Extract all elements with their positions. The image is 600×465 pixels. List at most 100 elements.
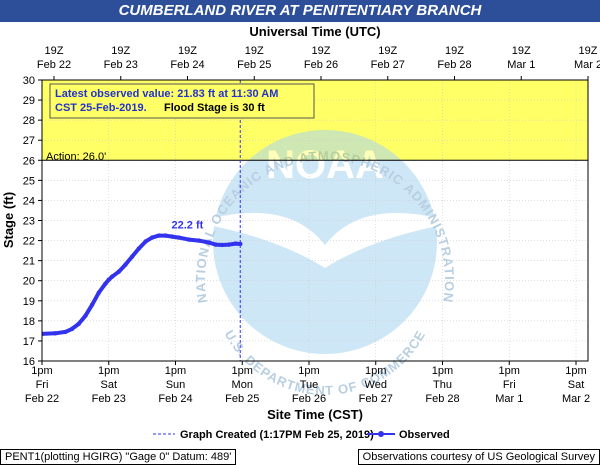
y-tick-label: 19 bbox=[23, 296, 35, 308]
observed-point bbox=[196, 238, 202, 243]
legend-created-label: Graph Created (1:17PM Feb 25, 2019) bbox=[180, 429, 374, 441]
y-tick-label: 23 bbox=[23, 216, 35, 228]
y-tick-label: 18 bbox=[23, 316, 35, 328]
bottom-tick-day: Tue bbox=[300, 379, 319, 391]
bottom-tick-day: Sat bbox=[568, 379, 585, 391]
top-tick-date: Feb 26 bbox=[304, 59, 338, 71]
top-tick-label: 19Z bbox=[312, 45, 331, 57]
bottom-tick-date: Feb 25 bbox=[225, 393, 259, 405]
top-tick-label: 19Z bbox=[111, 45, 130, 57]
y-tick-label: 24 bbox=[23, 195, 35, 207]
latest-observation-text: Latest observed value: 21.83 ft at 11:30… bbox=[55, 88, 278, 100]
observed-point bbox=[129, 254, 135, 259]
x-axis-title: Site Time (CST) bbox=[267, 407, 363, 422]
observed-point bbox=[220, 242, 225, 248]
observed-point bbox=[53, 331, 58, 336]
footer-credit: Observations courtesy of US Geological S… bbox=[357, 449, 600, 465]
observed-point bbox=[156, 233, 162, 238]
top-tick-label: 19Z bbox=[45, 45, 64, 57]
bottom-tick-date: Mar 2 bbox=[562, 393, 590, 405]
bottom-tick-day: Wed bbox=[365, 379, 387, 391]
observed-point bbox=[42, 331, 45, 337]
observed-point bbox=[116, 269, 121, 274]
top-tick-label: 19Z bbox=[178, 45, 197, 57]
bottom-tick-date: Mar 1 bbox=[495, 393, 523, 405]
bottom-tick-date: Feb 23 bbox=[92, 393, 126, 405]
y-tick-label: 30 bbox=[23, 75, 35, 87]
bottom-tick-day: Sat bbox=[100, 379, 117, 391]
top-axis: 19Z Feb 22 19Z Feb 23 19Z Feb 24 19Z Feb 25 19Z F… bbox=[37, 45, 600, 80]
y-tick-label: 27 bbox=[23, 135, 35, 147]
bottom-tick-time: 1pm bbox=[565, 365, 586, 377]
bottom-tick-time: 1pm bbox=[98, 365, 119, 377]
action-stage-label: Action: 26.0' bbox=[46, 151, 106, 163]
top-tick-date: Feb 28 bbox=[437, 59, 471, 71]
bottom-tick-time: 1pm bbox=[365, 365, 386, 377]
y-tick-label: 20 bbox=[23, 276, 35, 288]
y-tick-label: 16 bbox=[23, 356, 35, 368]
bottom-tick-day: Thu bbox=[433, 379, 452, 391]
observed-point bbox=[176, 235, 182, 240]
observed-point bbox=[213, 242, 218, 247]
observed-point bbox=[206, 240, 212, 245]
observed-point bbox=[106, 277, 111, 282]
bottom-tick-time: 1pm bbox=[298, 365, 319, 377]
observed-point bbox=[103, 281, 108, 286]
bottom-tick-date: Feb 27 bbox=[359, 393, 393, 405]
bottom-tick-date: Feb 28 bbox=[425, 393, 459, 405]
observed-point bbox=[238, 241, 243, 247]
top-tick-date: Feb 24 bbox=[170, 59, 204, 71]
top-tick-label: 19Z bbox=[579, 45, 598, 57]
top-tick-date: Mar 1 bbox=[507, 59, 535, 71]
top-tick-date: Feb 25 bbox=[237, 59, 271, 71]
top-tick-date: Feb 23 bbox=[104, 59, 138, 71]
legend-observed-marker bbox=[378, 431, 384, 437]
top-axis-title: Universal Time (UTC) bbox=[249, 24, 380, 39]
observed-point bbox=[123, 262, 128, 267]
top-tick-date: Feb 27 bbox=[371, 59, 405, 71]
y-tick-label: 17 bbox=[23, 336, 35, 348]
observed-series bbox=[42, 233, 243, 337]
bottom-tick-date: Feb 26 bbox=[292, 393, 326, 405]
y-tick-label: 28 bbox=[23, 115, 35, 127]
top-tick-date: Feb 22 bbox=[37, 59, 71, 71]
y-tick-label: 21 bbox=[23, 256, 35, 268]
bottom-tick-day: Mon bbox=[232, 379, 253, 391]
bottom-tick-time: 1pm bbox=[165, 365, 186, 377]
y-axis-title: Stage (ft) bbox=[1, 192, 16, 248]
chart-legend: Graph Created (1:17PM Feb 25, 2019) Obse… bbox=[153, 429, 450, 441]
bottom-tick-time: 1pm bbox=[432, 365, 453, 377]
observed-point bbox=[143, 239, 148, 244]
observed-point bbox=[83, 313, 88, 319]
observed-point bbox=[109, 274, 115, 279]
observed-point bbox=[96, 290, 101, 295]
observed-point bbox=[186, 237, 192, 242]
bottom-tick-day: Sun bbox=[166, 379, 186, 391]
max-value-label: 22.2 ft bbox=[171, 220, 203, 232]
bottom-tick-day: Fri bbox=[36, 379, 49, 391]
observed-point bbox=[169, 234, 175, 239]
top-tick-label: 19Z bbox=[378, 45, 397, 57]
y-tick-label: 26 bbox=[23, 155, 35, 167]
y-tick-label: 25 bbox=[23, 175, 35, 187]
top-tick-date: Mar 2 bbox=[574, 59, 600, 71]
bottom-tick-date: Feb 22 bbox=[25, 393, 59, 405]
bottom-axis: 1pm Fri Feb 22 1pm Sat Feb 23 1pm Sun Feb 24 1pm M… bbox=[25, 361, 590, 405]
observed-point bbox=[89, 302, 95, 307]
top-tick-label: 19Z bbox=[245, 45, 264, 57]
observed-point bbox=[163, 233, 168, 238]
bottom-tick-time: 1pm bbox=[31, 365, 52, 377]
top-tick-label: 19Z bbox=[445, 45, 464, 57]
watermark-gull bbox=[213, 212, 437, 268]
latest-observation-date: CST 25-Feb-2019. bbox=[55, 102, 147, 114]
watermark-logo-text: NOAA bbox=[266, 143, 384, 187]
top-tick-label: 19Z bbox=[512, 45, 531, 57]
observed-point bbox=[233, 241, 238, 246]
footer-datum: PENT1(plotting HGIRG) "Gage 0" Datum: 48… bbox=[0, 449, 237, 465]
bottom-tick-day: Fri bbox=[503, 379, 516, 391]
observed-point bbox=[76, 321, 81, 327]
chart-title: CUMBERLAND RIVER AT PENITENTIARY BRANCH bbox=[0, 0, 600, 22]
observed-point bbox=[69, 326, 75, 332]
y-tick-label: 29 bbox=[23, 95, 35, 107]
